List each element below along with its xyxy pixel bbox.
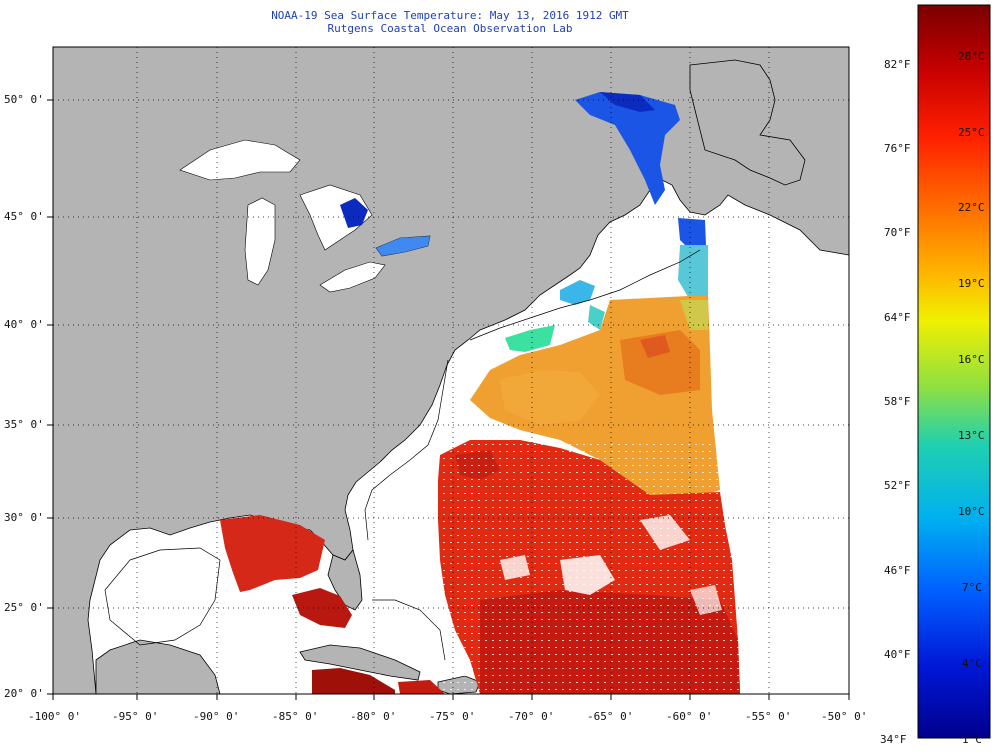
c-label: 4°C: [962, 657, 982, 670]
f-label: 52°F: [884, 479, 911, 492]
lon-label: -95° 0': [112, 710, 159, 723]
f-label: 82°F: [884, 58, 911, 71]
map-subtitle: Rutgens Coastal Ocean Observation Lab: [327, 22, 573, 35]
lon-label: -55° 0': [745, 710, 792, 723]
lat-label: 45° 0': [4, 210, 44, 223]
lon-label: -90° 0': [193, 710, 240, 723]
lon-label: -50° 0': [821, 710, 868, 723]
c-label: 19°C: [958, 277, 985, 290]
lon-label: -70° 0': [508, 710, 555, 723]
lon-label: -65° 0': [587, 710, 634, 723]
f-label: 34°F: [880, 733, 907, 746]
c-label: 7°C: [962, 581, 982, 594]
colorbar-gradient: [917, 4, 991, 739]
lat-label: 50° 0': [4, 93, 44, 106]
lon-label: -100° 0': [28, 710, 81, 723]
lon-label: -75° 0': [429, 710, 476, 723]
lat-label: 35° 0': [4, 418, 44, 431]
c-label: 13°C: [958, 429, 985, 442]
f-label: 46°F: [884, 564, 911, 577]
isobath-lines: [104, 249, 701, 661]
f-label: 40°F: [884, 648, 911, 661]
map-title: NOAA-19 Sea Surface Temperature: May 13,…: [271, 9, 629, 22]
lat-label: 25° 0': [4, 601, 44, 614]
lat-label: 20° 0': [4, 687, 44, 700]
c-label: 10°C: [958, 505, 985, 518]
f-label: 70°F: [884, 226, 911, 239]
c-label: 25°C: [958, 126, 985, 139]
lat-label: 40° 0': [4, 318, 44, 331]
f-label: 76°F: [884, 142, 911, 155]
map-frame: [52, 46, 850, 695]
sst-cold-waters: [340, 92, 706, 256]
c-label: 28°C: [958, 50, 985, 63]
c-label: 1°C: [962, 733, 982, 746]
tick-marks: [47, 99, 850, 700]
lon-label: -80° 0': [350, 710, 397, 723]
lon-label: -85° 0': [272, 710, 319, 723]
lon-label: -60° 0': [666, 710, 713, 723]
c-label: 16°C: [958, 353, 985, 366]
f-label: 58°F: [884, 395, 911, 408]
c-label: 22°C: [958, 201, 985, 214]
lat-label: 30° 0': [4, 511, 44, 524]
f-label: 64°F: [884, 311, 911, 324]
